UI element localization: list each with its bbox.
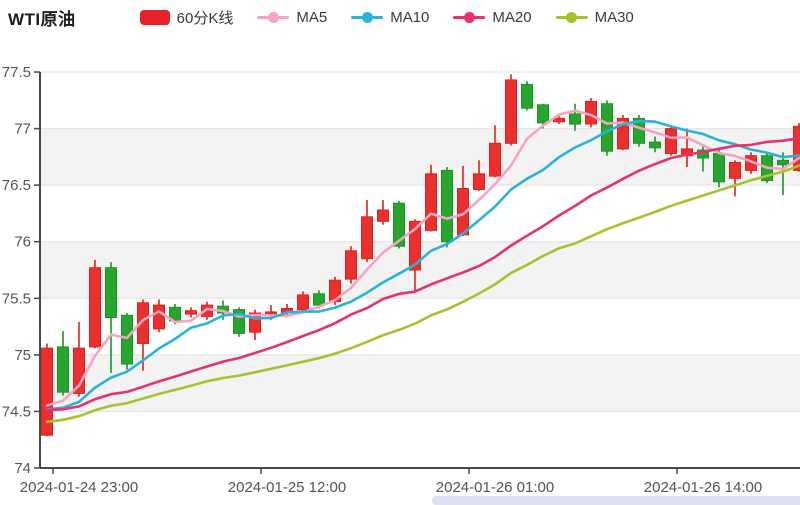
legend-item-ma30[interactable]: MA30	[555, 8, 634, 26]
candle[interactable]	[537, 104, 549, 124]
candle[interactable]	[601, 103, 613, 152]
x-axis-label: 2024-01-26 01:00	[436, 479, 554, 496]
legend-label: MA30	[594, 8, 634, 26]
candle[interactable]	[185, 310, 197, 315]
legend-label: MA20	[492, 8, 532, 26]
candle[interactable]	[777, 159, 789, 166]
y-axis-label: 76	[14, 234, 31, 251]
split-band	[40, 298, 800, 355]
y-axis-label: 77	[14, 121, 31, 138]
candle[interactable]	[297, 294, 309, 311]
ma10-line	[45, 119, 800, 411]
candle[interactable]	[425, 173, 437, 231]
candle[interactable]	[489, 142, 501, 177]
candle[interactable]	[521, 83, 533, 109]
split-band	[40, 72, 800, 129]
candle[interactable]	[633, 117, 645, 144]
ma10-legend-icon	[351, 10, 384, 24]
candle[interactable]	[441, 169, 453, 243]
y-axis-label: 74.5	[2, 403, 31, 420]
candle[interactable]	[329, 279, 341, 303]
candle[interactable]	[377, 209, 389, 222]
legend-label: MA10	[390, 8, 430, 26]
x-axis: 2024-01-24 23:00 2024-01-25 12:00 2024-01-…	[20, 467, 800, 496]
y-axis-label: 76.5	[2, 177, 31, 194]
candle[interactable]	[553, 117, 565, 123]
ma20-line	[45, 137, 800, 412]
ma30-legend-icon	[555, 10, 588, 24]
y-axis-label: 77.5	[2, 64, 31, 81]
candle[interactable]	[361, 216, 373, 260]
candle[interactable]	[713, 153, 725, 183]
legend-item-ma5[interactable]: MA5	[257, 9, 327, 26]
kline-legend-icon	[139, 9, 170, 25]
ma30-line	[45, 164, 800, 424]
legend: 60分K线 MA5 MA10 MA20 MA30	[139, 7, 634, 28]
legend-item-60分k线[interactable]: 60分K线	[139, 7, 234, 28]
candle[interactable]	[505, 79, 517, 144]
y-axis: 74 74.5 75 75.5 76 76.5 77 77.5	[2, 64, 41, 477]
chart-header: WTI原油 60分K线 MA5 MA10 MA20 MA30	[0, 0, 800, 34]
candle[interactable]	[105, 267, 117, 319]
y-axis-label: 74	[14, 460, 31, 477]
candle[interactable]	[121, 314, 133, 365]
candle[interactable]	[793, 125, 800, 171]
x-axis-label: 2024-01-24 23:00	[20, 479, 138, 496]
candle[interactable]	[57, 346, 69, 393]
candle[interactable]	[729, 162, 741, 179]
ma-lines	[45, 109, 800, 424]
split-band	[40, 354, 800, 412]
legend-label: 60分K线	[176, 9, 234, 27]
candle[interactable]	[345, 250, 357, 280]
candle[interactable]	[313, 293, 325, 306]
horizontal-scrollbar[interactable]	[432, 496, 800, 505]
ma5-line	[45, 109, 800, 407]
y-axis-label: 75	[14, 347, 31, 364]
legend-label: MA5	[296, 8, 328, 26]
y-axis-label: 75.5	[2, 290, 31, 307]
candle[interactable]	[153, 304, 165, 330]
candle[interactable]	[41, 347, 53, 436]
candle[interactable]	[89, 267, 101, 348]
candle[interactable]	[409, 220, 421, 271]
x-axis-label: 2024-01-26 14:00	[644, 479, 762, 496]
candle[interactable]	[569, 113, 581, 125]
legend-item-ma20[interactable]: MA20	[453, 8, 532, 26]
split-band	[40, 411, 800, 468]
ma20-legend-icon	[453, 10, 486, 24]
candle[interactable]	[665, 128, 677, 155]
ma5-legend-icon	[257, 10, 290, 24]
candle[interactable]	[249, 312, 261, 333]
legend-item-ma10[interactable]: MA10	[351, 9, 429, 26]
chart-title: WTI原油	[8, 9, 76, 29]
candle[interactable]	[649, 141, 661, 149]
candle[interactable]	[73, 347, 85, 394]
candle[interactable]	[617, 117, 629, 150]
candle[interactable]	[137, 302, 149, 344]
candle[interactable]	[473, 173, 485, 191]
candle[interactable]	[393, 202, 405, 247]
x-axis-label: 2024-01-25 12:00	[228, 479, 346, 496]
candle[interactable]	[233, 309, 245, 334]
